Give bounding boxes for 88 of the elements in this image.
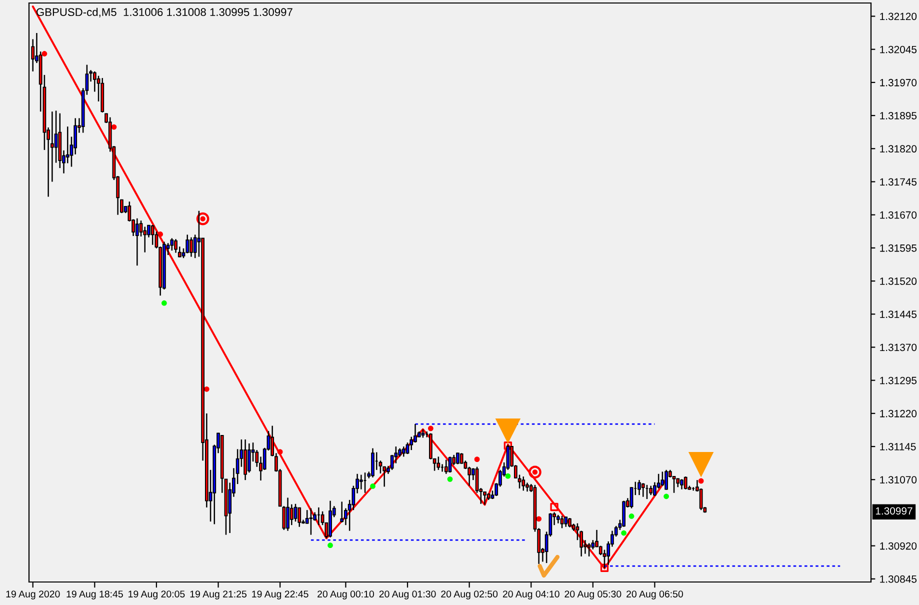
y-tick-label: 1.31070 [880, 476, 917, 484]
candlestick [378, 460, 382, 474]
candlestick [282, 505, 286, 531]
candlestick [290, 504, 294, 526]
candlestick [475, 466, 479, 494]
x-tick-label: 20 Aug 05:30 [564, 590, 622, 600]
point [158, 232, 164, 237]
candlestick [294, 503, 298, 522]
y-tick-label: 1.31745 [880, 178, 917, 186]
candlestick [436, 456, 440, 471]
point [628, 514, 634, 519]
y-tick-label: 1.32045 [880, 46, 917, 54]
y-tick-label: 1.30920 [880, 542, 917, 550]
candlestick [298, 506, 302, 528]
point [536, 516, 542, 522]
y-tick-label: 1.31520 [880, 278, 917, 285]
candlestick [568, 517, 572, 528]
y-tick-label: 1.32120 [880, 12, 917, 20]
y-tick-label: 1.31220 [880, 410, 917, 418]
candlestick [483, 491, 486, 506]
candlestick [587, 542, 591, 558]
point [328, 542, 333, 548]
y-tick-label: 1.31670 [880, 211, 917, 219]
x-tick-label: 20 Aug 04:10 [502, 590, 560, 600]
point [42, 51, 48, 56]
candlestick [506, 444, 510, 471]
candlestick [448, 456, 452, 474]
x-tick-label: 19 Aug 22:45 [252, 590, 308, 600]
x-tick-label: 20 Aug 06:50 [626, 590, 683, 600]
point [600, 564, 609, 572]
chart-title: GBPUSD-cd,M5 1.31006 1.31008 1.30995 1.30997 [36, 8, 292, 18]
y-tick-label: 1.30845 [880, 575, 917, 583]
candlestick [664, 469, 668, 490]
x-tick-label: 19 Aug 18:45 [66, 590, 123, 600]
annotation: 1.30997 [876, 507, 912, 515]
candlestick [150, 224, 154, 246]
candlestick [270, 425, 274, 457]
candlestick [564, 516, 568, 528]
candlestick [286, 497, 290, 532]
candlestick [522, 476, 526, 492]
point [474, 456, 480, 462]
candlestick [340, 501, 344, 524]
y-tick-label: 1.31820 [880, 145, 917, 153]
point [664, 494, 669, 500]
point [111, 124, 117, 130]
point [495, 418, 521, 444]
y-tick-label: 1.31295 [880, 376, 917, 384]
candlestick [641, 482, 645, 498]
x-tick-label: 19 Aug 2020 [6, 590, 60, 600]
y-tick-label: 1.31445 [880, 310, 917, 318]
candlestick [247, 442, 251, 474]
candlestick [174, 238, 178, 254]
candlestick [371, 448, 374, 478]
point [277, 449, 283, 455]
point [161, 300, 167, 306]
point [621, 530, 626, 536]
y-tick-label: 1.31595 [880, 244, 917, 252]
candlestick [649, 485, 653, 496]
point [370, 484, 376, 489]
point [688, 452, 714, 478]
candlestick [684, 476, 688, 490]
candlestick [186, 234, 190, 254]
candlestick [359, 474, 363, 490]
candlestick [170, 238, 174, 252]
candlestick [630, 486, 634, 509]
x-tick-label: 20 Aug 00:10 [318, 590, 374, 600]
candlestick [680, 478, 684, 490]
point [504, 442, 512, 450]
x-tick-label: 19 Aug 20:05 [128, 590, 185, 600]
candlestick [638, 479, 641, 496]
y-tick-label: 1.31895 [880, 112, 917, 120]
candlestick [660, 471, 664, 486]
candlestick [135, 218, 139, 266]
point [505, 473, 511, 479]
candlestick [309, 508, 313, 536]
point [447, 476, 453, 482]
y-tick-label: 1.31370 [880, 344, 917, 352]
x-tick-label: 20 Aug 01:30 [379, 590, 436, 600]
x-tick-label: 19 Aug 21:25 [190, 590, 247, 600]
candlestick [402, 446, 406, 458]
x-tick-label: 20 Aug 02:50 [441, 590, 498, 600]
point [698, 478, 704, 484]
y-tick-label: 1.31145 [880, 443, 916, 450]
candlestick [190, 236, 193, 258]
y-tick-label: 1.31970 [880, 78, 917, 86]
candlestick [444, 459, 448, 475]
point [550, 502, 558, 512]
point [428, 426, 434, 432]
